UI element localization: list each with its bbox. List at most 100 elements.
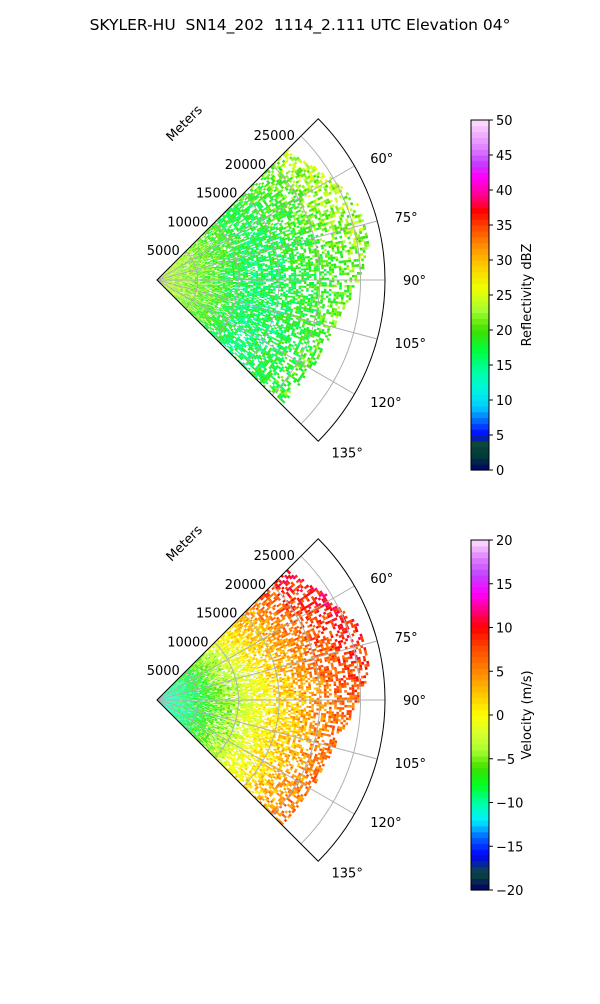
radar-cell [265, 270, 268, 272]
radar-cell [192, 278, 195, 279]
radar-cell [268, 290, 271, 292]
radar-cell [220, 282, 223, 283]
radar-cell [230, 282, 233, 283]
radar-cell [267, 297, 270, 299]
radar-cell [248, 275, 251, 276]
radar-cell [268, 284, 271, 286]
radar-cell [263, 287, 266, 289]
radar-cell [276, 285, 279, 287]
radar-cell [265, 268, 268, 270]
radar-cell [210, 278, 213, 279]
radar-cell [243, 283, 246, 284]
radar-cell [230, 284, 233, 285]
radar-cell [233, 277, 236, 278]
radar-cell [233, 286, 236, 287]
radar-cell [253, 275, 256, 276]
radar-cell [271, 277, 274, 279]
radar-cell [223, 278, 226, 279]
radar-cell [230, 302, 233, 304]
radar-cell [257, 297, 260, 299]
radar-cell [206, 239, 209, 241]
radar-cell [208, 279, 211, 280]
radar-cell [271, 275, 274, 277]
radar-cell [256, 285, 259, 286]
radar-cell [263, 314, 266, 316]
radar-cell [217, 307, 220, 309]
radar-cell [251, 285, 254, 286]
radar-cell [273, 275, 276, 277]
radar-cell [263, 286, 266, 288]
radar-cell [250, 232, 253, 234]
radar-cell [261, 273, 264, 275]
radar-cell [201, 236, 203, 238]
radar-cell [248, 286, 251, 287]
radar-cell [215, 277, 218, 278]
radar-cell [270, 290, 273, 292]
radar-cell [263, 288, 266, 290]
radar-cell [233, 285, 236, 286]
radar-cell [246, 283, 249, 284]
radar-cell [205, 279, 208, 280]
radar-cell [243, 286, 246, 287]
radar-cell [215, 282, 218, 283]
radar-cell [200, 281, 203, 282]
radar-cell [230, 274, 233, 275]
radar-cell [225, 277, 228, 278]
radar-cell [218, 281, 221, 282]
radar-cell [256, 276, 259, 277]
radar-cell [241, 281, 244, 282]
radar-cell [213, 278, 216, 279]
radar-cell [220, 281, 223, 282]
radar-cell [213, 278, 216, 279]
radar-cell [195, 279, 198, 280]
radar-cell [210, 244, 213, 246]
radar-cell [230, 281, 233, 282]
radar-cell [249, 306, 252, 308]
radar-cell [240, 284, 243, 285]
radar-cell [260, 321, 263, 323]
radar-cell [266, 287, 269, 289]
radar-cell [240, 289, 243, 290]
radar-cell [253, 285, 256, 286]
radar-cell [218, 282, 221, 283]
radar-cell [233, 274, 236, 275]
radar-cell [273, 266, 276, 268]
radar-cell [223, 283, 226, 284]
radar-cell [248, 285, 251, 286]
radar-cell [271, 286, 274, 288]
radar-cell [248, 281, 251, 282]
radar-cell [218, 283, 221, 284]
radar-cell [275, 294, 278, 296]
radar-cell [273, 292, 276, 294]
radar-cell [187, 273, 190, 274]
radar-cell [250, 245, 253, 247]
radar-cell [260, 290, 263, 292]
radar-cell [253, 283, 256, 284]
radar-cell [218, 282, 221, 283]
radar-cell [219, 293, 222, 294]
radar-cell [270, 266, 273, 268]
radar-cell [256, 275, 259, 276]
radar-cell [241, 278, 244, 279]
radar-cell [208, 281, 211, 282]
radar-cell [258, 281, 261, 282]
radar-cell [261, 281, 264, 282]
radar-cell [248, 278, 251, 279]
radar-cell [266, 256, 269, 258]
radar-cell [253, 288, 256, 289]
radar-cell [239, 234, 242, 236]
radar-cell [255, 286, 258, 287]
radar-cell [218, 276, 221, 277]
radar-cell [263, 273, 266, 275]
radar-cell [275, 264, 278, 266]
radar-cell [243, 285, 246, 286]
radar-cell [228, 278, 231, 279]
radar-cell [276, 270, 279, 272]
radar-cell [209, 291, 212, 292]
radar-cell [273, 286, 276, 288]
radar-cell [268, 268, 271, 270]
radar-cell [223, 281, 226, 282]
radar-cell [233, 282, 236, 283]
radar-cell [268, 286, 271, 288]
